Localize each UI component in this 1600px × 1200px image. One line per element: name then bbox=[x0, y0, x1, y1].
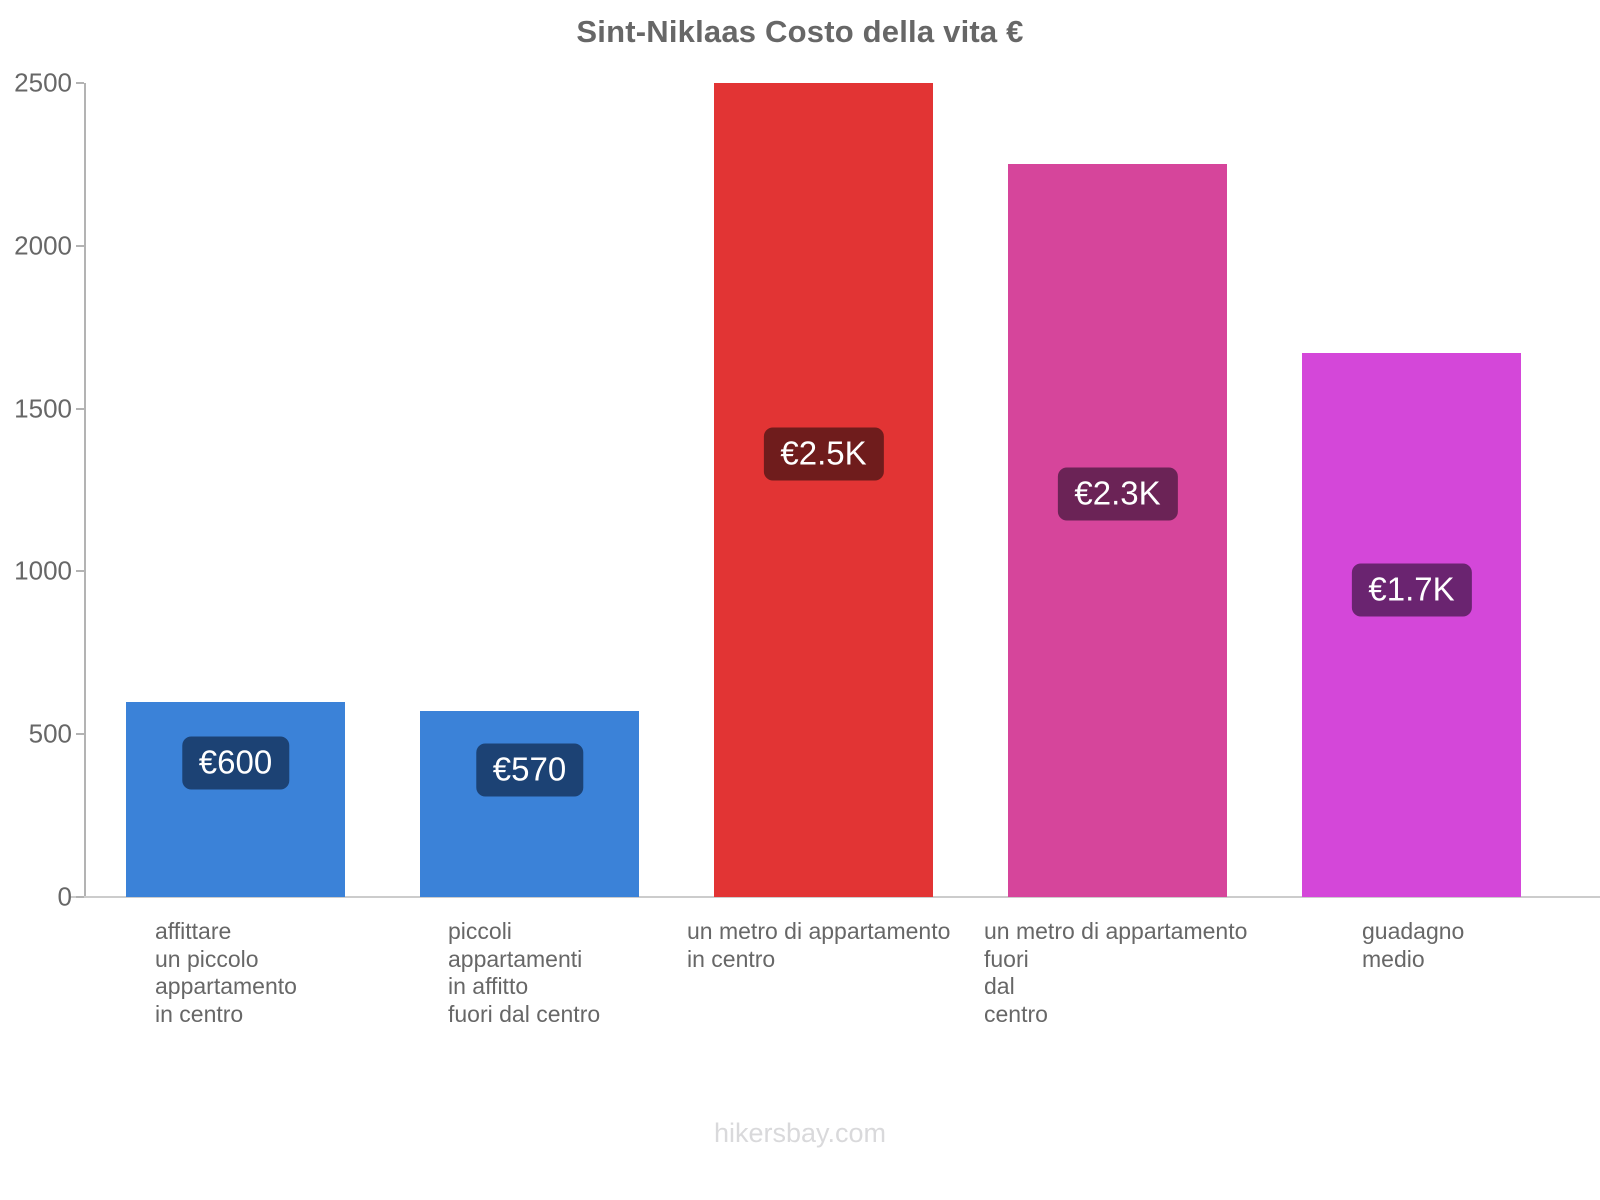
bar-rect bbox=[1302, 353, 1521, 897]
bar-4[interactable]: €2.3K bbox=[1008, 164, 1227, 897]
bar-2[interactable]: €570 bbox=[420, 711, 639, 897]
bar-rect bbox=[1008, 164, 1227, 897]
x-axis-baseline bbox=[70, 896, 1600, 898]
y-axis-tick-mark bbox=[76, 733, 84, 736]
y-axis-tick-label: 0 bbox=[57, 881, 72, 912]
y-axis-tick-label: 500 bbox=[28, 718, 72, 749]
y-axis-tick-mark bbox=[76, 896, 84, 898]
y-axis-tick-mark bbox=[76, 407, 84, 410]
bar-rect bbox=[420, 711, 639, 897]
y-axis-tick-label: 1000 bbox=[14, 555, 72, 586]
y-axis-tick-label: 2000 bbox=[14, 230, 72, 261]
bar-rect bbox=[126, 701, 345, 897]
x-axis-category-label-2: piccoli appartamenti in affitto fuori da… bbox=[448, 918, 601, 1027]
bar-1[interactable]: €600 bbox=[126, 701, 345, 897]
bar-3[interactable]: €2.5K bbox=[714, 83, 933, 897]
y-axis-tick-label: 1500 bbox=[14, 393, 72, 424]
bar-value-label: €2.5K bbox=[763, 427, 884, 481]
chart-title: Sint-Niklaas Costo della vita € bbox=[576, 14, 1024, 49]
y-axis-tick-mark bbox=[76, 570, 84, 573]
plot-area: 0 500 1000 1500 2000 2500 €600 €570 €2.5K €2.3K €… bbox=[14, 68, 1600, 912]
bar-5[interactable]: €1.7K bbox=[1302, 353, 1521, 897]
bar-value-label: €2.3K bbox=[1057, 467, 1178, 521]
x-axis-category-label-3: un metro di appartamento in centro bbox=[687, 918, 951, 972]
watermark-text: hikersbay.com bbox=[713, 1118, 887, 1148]
bar-value-label: €600 bbox=[181, 736, 290, 790]
x-axis-category-label-1: affittare un piccolo appartamento in cen… bbox=[155, 918, 297, 1027]
y-axis-tick-mark bbox=[76, 82, 84, 84]
bar-value-label: €1.7K bbox=[1351, 563, 1472, 617]
bar-rect bbox=[714, 83, 933, 897]
y-axis-line bbox=[84, 83, 86, 897]
x-axis-category-label-5: guadagno medio bbox=[1362, 918, 1465, 972]
x-axis-category-label-4: un metro di appartamento fuori dal centr… bbox=[984, 918, 1248, 1027]
bar-value-label: €570 bbox=[475, 743, 584, 797]
y-axis-tick-label: 2500 bbox=[14, 67, 72, 98]
y-axis-tick-mark bbox=[76, 244, 84, 247]
